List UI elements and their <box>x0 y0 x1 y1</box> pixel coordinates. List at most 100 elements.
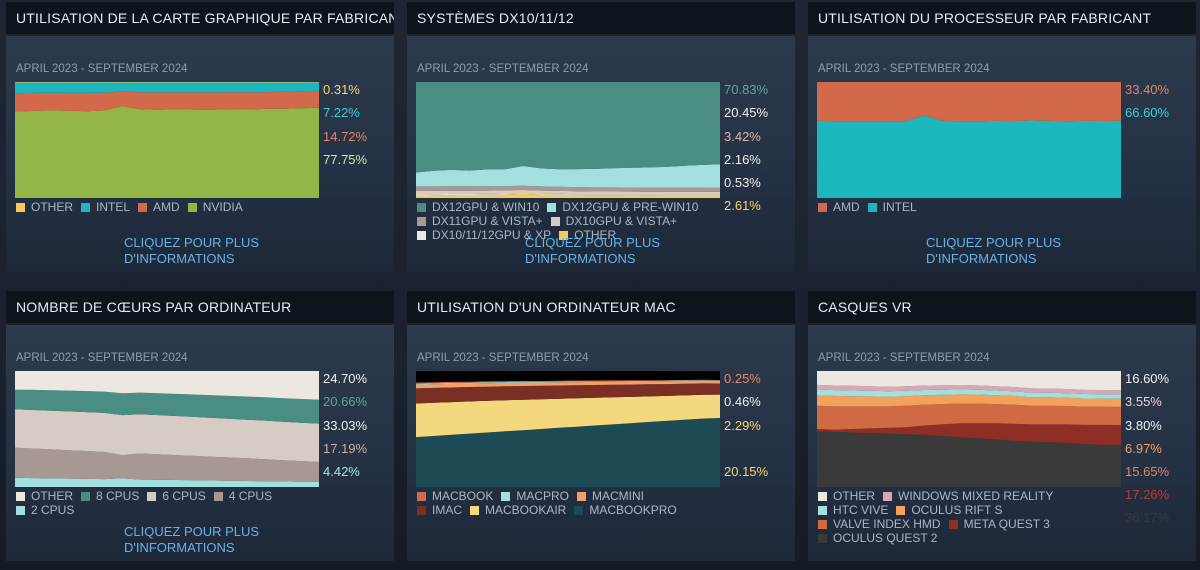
legend-row: MACBOOK MACPRO MACMINI <box>417 489 787 503</box>
legend-item-other: OTHER <box>16 489 73 503</box>
area-amd <box>15 90 319 112</box>
legend-item-2-cpus: 2 CPUS <box>16 503 74 517</box>
legend-label: OTHER <box>574 228 617 242</box>
more-info-line[interactable]: CLIQUEZ POUR PLUS <box>124 524 260 539</box>
stacked-area-chart <box>15 371 319 487</box>
more-info-line[interactable]: D'INFORMATIONS <box>525 251 636 266</box>
legend-label: DX11GPU & VISTA+ <box>432 214 543 228</box>
pct-label-meta-quest-3: 17.26% <box>1125 487 1170 502</box>
legend-swatch <box>883 492 892 501</box>
more-info-line[interactable]: CLIQUEZ POUR PLUS <box>926 235 1062 250</box>
pct-label-amd: 33.40% <box>1125 82 1170 97</box>
legend-swatch <box>818 534 827 543</box>
legend-item-nvidia: NVIDIA <box>187 200 243 214</box>
legend-swatch <box>417 492 426 501</box>
legend-row: DX12GPU & WIN10 DX12GPU & PRE-WIN10 <box>417 200 787 214</box>
legend-item-amd: AMD <box>138 200 180 214</box>
legend-item-dx12gpu-win10: DX12GPU & WIN10 <box>417 200 539 214</box>
legend-item-dx12gpu-pre-win10: DX12GPU & PRE-WIN10 <box>547 200 698 214</box>
legend-item-oculus-quest-2: OCULUS QUEST 2 <box>818 531 937 545</box>
legend-label: 4 CPUS <box>228 489 273 503</box>
legend-swatch <box>187 203 197 212</box>
legend-item-other: OTHER <box>559 228 616 242</box>
pct-label-oculus-rift-s: 6.97% <box>1125 441 1162 456</box>
more-info-link[interactable]: CLIQUEZ POUR PLUS D'INFORMATIONS <box>926 235 1061 267</box>
legend-label: OTHER <box>833 489 875 503</box>
pct-label-other: 0.31% <box>323 82 360 97</box>
stacked-area-chart <box>15 82 319 198</box>
legend-label: DX12GPU & PRE-WIN10 <box>562 200 699 214</box>
legend-item-8-cpus: 8 CPUS <box>81 489 139 503</box>
chart-legend: AMD INTEL <box>818 200 1188 214</box>
area-dx10gpu-vista <box>416 190 720 195</box>
panel-title: UTILISATION DU PROCESSEUR PAR FABRICANT <box>808 2 1196 34</box>
panel-3: UTILISATION DU PROCESSEUR PAR FABRICANT A… <box>808 2 1196 272</box>
pct-label-other: 2.61% <box>724 198 761 213</box>
area-intel <box>817 115 1121 198</box>
pct-label-macbook: 0.25% <box>724 371 761 386</box>
panel-body: APRIL 2023 - SEPTEMBER 2024 70.83% 20.45% 3… <box>407 36 795 272</box>
legend-item-macmini: MACMINI <box>577 489 644 503</box>
panel-4: NOMBRE DE CŒURS PAR ORDINATEUR APRIL 2023… <box>6 291 394 561</box>
area-oculus-quest-2 <box>817 431 1121 487</box>
more-info-line[interactable]: D'INFORMATIONS <box>124 251 235 266</box>
area-nvidia <box>15 106 319 198</box>
date-range: APRIL 2023 - SEPTEMBER 2024 <box>16 352 188 364</box>
legend-swatch <box>501 492 511 501</box>
more-info-line[interactable]: CLIQUEZ POUR PLUS <box>525 235 661 250</box>
date-range: APRIL 2023 - SEPTEMBER 2024 <box>818 352 990 364</box>
legend-label: MACBOOKPRO <box>589 503 677 517</box>
pct-label-valve-index-hmd: 15.65% <box>1125 464 1170 479</box>
legend-item-macbookpro: MACBOOKPRO <box>574 503 677 517</box>
legend-item-other: OTHER <box>818 489 875 503</box>
legend-item-other: OTHER <box>16 200 73 214</box>
more-info-line[interactable]: D'INFORMATIONS <box>124 540 235 555</box>
legend-item-intel: INTEL <box>81 200 130 214</box>
legend-swatch <box>559 231 569 240</box>
legend-label: VALVE INDEX HMD <box>833 517 941 531</box>
legend-label: MACMINI <box>592 489 645 503</box>
legend-row: DX11GPU & VISTA+ DX10GPU & VISTA+ <box>417 214 787 228</box>
more-info-line[interactable]: D'INFORMATIONS <box>926 251 1037 266</box>
legend-swatch <box>818 520 827 529</box>
pct-label-htc-vive: 3.80% <box>1125 418 1162 433</box>
legend-item-imac: IMAC <box>417 503 462 517</box>
legend-item-valve-index-hmd: VALVE INDEX HMD <box>818 517 941 531</box>
pct-label-other: 16.60% <box>1125 371 1170 386</box>
pct-label-dx12gpu-pre-win10: 20.45% <box>724 105 769 120</box>
legend-swatch <box>147 492 157 501</box>
area-other <box>416 193 720 198</box>
stacked-area-chart <box>416 82 720 198</box>
pct-label-nvidia: 77.75% <box>323 152 368 167</box>
legend-row: IMAC MACBOOKAIR MACBOOKPRO <box>417 503 787 517</box>
area-4-cpus <box>15 447 319 482</box>
more-info-link[interactable]: CLIQUEZ POUR PLUS D'INFORMATIONS <box>525 235 660 267</box>
legend-row: VALVE INDEX HMD META QUEST 3 <box>818 517 1188 531</box>
area-htc-vive <box>817 389 1121 399</box>
area-macbook <box>416 379 720 384</box>
stacked-area-chart <box>817 371 1121 487</box>
legend-row: HTC VIVE OCULUS RIFT S <box>818 503 1188 517</box>
area-2-cpus <box>15 477 319 487</box>
pct-label-dx11gpu-vista: 3.42% <box>724 129 761 144</box>
legend-swatch <box>867 203 877 212</box>
legend-swatch <box>16 203 25 212</box>
legend-label: META QUEST 3 <box>963 517 1050 531</box>
legend-item-windows-mixed-reality: WINDOWS MIXED REALITY <box>883 489 1053 503</box>
panel-6: CASQUES VR APRIL 2023 - SEPTEMBER 2024 16.… <box>808 291 1196 561</box>
more-info-link[interactable]: CLIQUEZ POUR PLUS D'INFORMATIONS <box>124 235 259 267</box>
pct-label-8-cpus: 20.66% <box>323 394 368 409</box>
area-dx12gpu-win10 <box>416 82 720 173</box>
more-info-link[interactable]: CLIQUEZ POUR PLUS D'INFORMATIONS <box>124 524 259 556</box>
panel-body: APRIL 2023 - SEPTEMBER 2024 24.70% 20.66% 3… <box>6 325 394 561</box>
panel-body: APRIL 2023 - SEPTEMBER 2024 0.31% 7.22% 14.… <box>6 36 394 272</box>
legend-swatch <box>547 203 557 212</box>
legend-swatch <box>16 506 25 515</box>
stacked-area-chart <box>416 371 720 487</box>
panel-body: APRIL 2023 - SEPTEMBER 2024 33.40% 66.60% A… <box>808 36 1196 272</box>
legend-swatch <box>417 217 426 226</box>
legend-label: IMAC <box>432 503 462 517</box>
more-info-line[interactable]: CLIQUEZ POUR PLUS <box>124 235 260 250</box>
stacked-area-chart <box>817 82 1121 198</box>
legend-swatch <box>948 520 958 529</box>
